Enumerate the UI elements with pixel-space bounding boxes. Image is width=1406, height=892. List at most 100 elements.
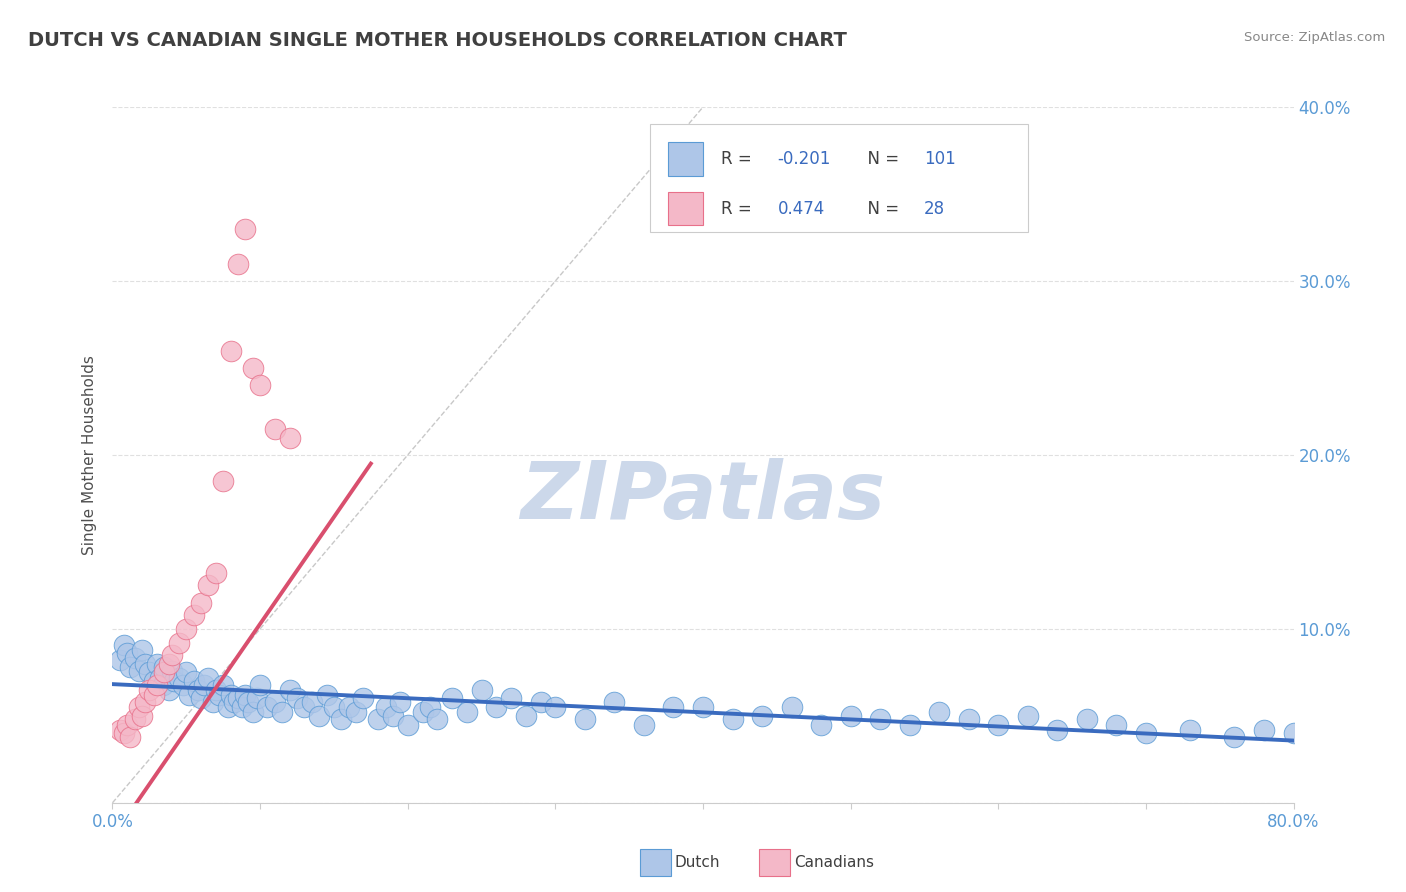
Point bbox=[485, 700, 508, 714]
Point bbox=[1371, 740, 1393, 755]
Point bbox=[249, 677, 271, 691]
Point bbox=[152, 677, 174, 691]
Point bbox=[419, 700, 441, 714]
Point bbox=[323, 700, 346, 714]
Point bbox=[869, 712, 891, 726]
Point bbox=[692, 700, 714, 714]
Point bbox=[108, 723, 131, 737]
Point bbox=[367, 712, 389, 726]
Point bbox=[574, 712, 596, 726]
Point bbox=[1282, 726, 1305, 740]
Point bbox=[131, 708, 153, 723]
Point bbox=[330, 712, 353, 726]
Point bbox=[201, 695, 224, 709]
Point bbox=[633, 717, 655, 731]
Point bbox=[1017, 708, 1039, 723]
Point bbox=[456, 706, 478, 720]
Text: Canadians: Canadians bbox=[794, 855, 875, 870]
Point bbox=[470, 682, 494, 697]
Point bbox=[501, 691, 523, 706]
Point bbox=[1327, 730, 1350, 744]
Point bbox=[278, 682, 301, 697]
Point bbox=[1223, 730, 1246, 744]
Point bbox=[117, 717, 138, 731]
Point bbox=[153, 665, 176, 680]
Point bbox=[928, 706, 950, 720]
Point bbox=[112, 726, 135, 740]
Point bbox=[160, 664, 183, 678]
Text: Dutch: Dutch bbox=[675, 855, 720, 870]
Point bbox=[352, 691, 374, 706]
Point bbox=[157, 682, 180, 697]
Point bbox=[138, 665, 160, 680]
Point bbox=[515, 708, 537, 723]
Text: -0.201: -0.201 bbox=[778, 150, 831, 168]
Text: 28: 28 bbox=[924, 200, 945, 218]
Point bbox=[124, 712, 146, 726]
Point bbox=[208, 688, 231, 702]
Point bbox=[264, 695, 287, 709]
Point bbox=[264, 422, 287, 436]
Point bbox=[246, 691, 269, 706]
Point bbox=[544, 700, 567, 714]
Point bbox=[142, 688, 165, 702]
Point bbox=[153, 660, 176, 674]
Y-axis label: Single Mother Households: Single Mother Households bbox=[82, 355, 97, 555]
Point bbox=[1341, 733, 1364, 747]
Point bbox=[131, 642, 153, 657]
Point bbox=[138, 682, 160, 697]
Point bbox=[172, 677, 194, 691]
Point bbox=[217, 700, 239, 714]
Point bbox=[396, 717, 419, 731]
Point bbox=[1135, 726, 1157, 740]
Point bbox=[1105, 717, 1128, 731]
Point bbox=[1355, 737, 1378, 751]
Point bbox=[134, 657, 156, 671]
Point bbox=[1076, 712, 1098, 726]
Point bbox=[315, 688, 337, 702]
Point bbox=[190, 691, 212, 706]
Point bbox=[222, 695, 245, 709]
Point bbox=[337, 700, 360, 714]
Point bbox=[278, 431, 301, 445]
Text: R =: R = bbox=[721, 200, 756, 218]
Point bbox=[124, 651, 146, 665]
Point bbox=[987, 717, 1010, 731]
Point bbox=[271, 706, 294, 720]
Point bbox=[898, 717, 921, 731]
Point bbox=[662, 700, 685, 714]
Point bbox=[1298, 730, 1320, 744]
Point bbox=[163, 674, 186, 689]
Point bbox=[721, 712, 744, 726]
Point bbox=[382, 708, 405, 723]
Point bbox=[197, 578, 219, 592]
Point bbox=[231, 700, 253, 714]
Point bbox=[212, 677, 235, 691]
Point bbox=[108, 653, 131, 667]
FancyBboxPatch shape bbox=[650, 124, 1028, 232]
Point bbox=[219, 688, 242, 702]
Point bbox=[292, 700, 315, 714]
Point bbox=[374, 700, 396, 714]
Point bbox=[957, 712, 980, 726]
Point bbox=[344, 706, 367, 720]
Point bbox=[146, 657, 169, 671]
Point bbox=[1253, 723, 1275, 737]
Point bbox=[226, 691, 249, 706]
Point bbox=[1046, 723, 1069, 737]
Point bbox=[1385, 744, 1406, 758]
Point bbox=[146, 677, 169, 691]
Text: ZIPatlas: ZIPatlas bbox=[520, 458, 886, 536]
Point bbox=[128, 700, 150, 714]
Point bbox=[233, 688, 256, 702]
Text: Source: ZipAtlas.com: Source: ZipAtlas.com bbox=[1244, 31, 1385, 45]
Point bbox=[187, 682, 209, 697]
Point bbox=[149, 671, 172, 685]
Point bbox=[226, 256, 249, 270]
Text: R =: R = bbox=[721, 150, 756, 168]
Point bbox=[219, 343, 242, 358]
Point bbox=[179, 688, 201, 702]
Point bbox=[167, 636, 190, 650]
Point bbox=[160, 648, 183, 662]
Point bbox=[112, 638, 135, 652]
